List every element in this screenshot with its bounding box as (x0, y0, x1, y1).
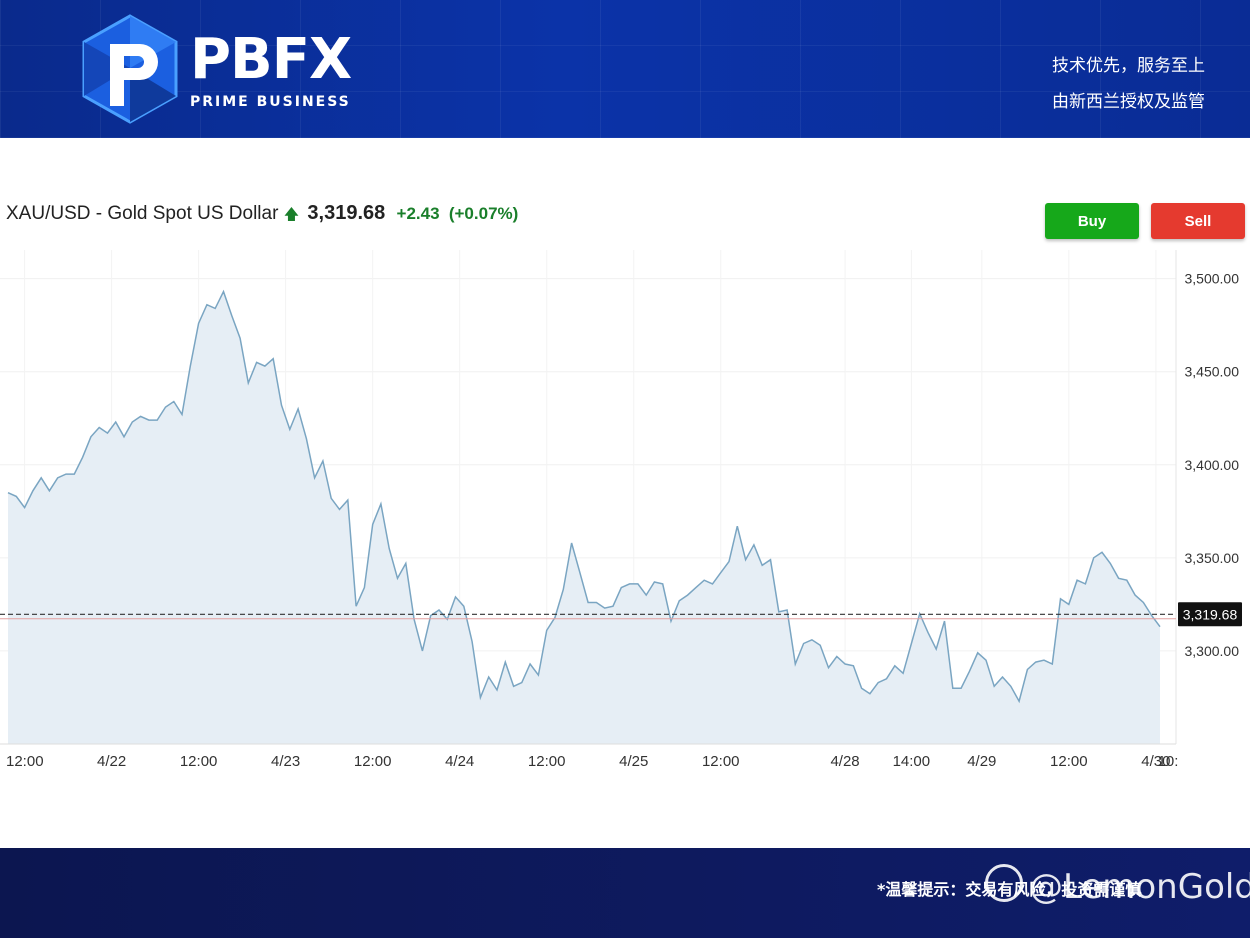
x-tick-label: 12:00 (1050, 753, 1088, 770)
x-axis: 12:00 4/22 12:00 4/23 12:00 4/24 12:00 4/25 12:0… (6, 753, 1178, 770)
x-tick-label: 10: (1158, 753, 1179, 770)
brand-tagline: PRIME BUSINESS (190, 94, 351, 110)
sell-button[interactable]: Sell (1151, 203, 1245, 239)
footer-banner: *温馨提示：交易有风险，投资需谨慎 @LemonGold (0, 848, 1250, 938)
price-line (7, 289, 1161, 704)
slogan-line-1: 技术优先，服务至上 (1052, 56, 1205, 76)
slogan: 技术优先，服务至上 由新西兰授权及监管 (1052, 48, 1205, 120)
watermark-logo-icon (985, 864, 1023, 902)
price-change-percent: (+0.07%) (448, 204, 519, 223)
y-tick-label: 3,300.00 (1185, 643, 1240, 659)
instrument-header: XAU/USD - Gold Spot US Dollar 🡅 3,319.68… (6, 202, 518, 229)
x-tick-label: 12:00 (6, 753, 44, 770)
x-tick-label: 12:00 (528, 753, 566, 770)
x-tick-label: 4/23 (271, 753, 300, 770)
instrument-title: XAU/USD - Gold Spot US Dollar (6, 203, 279, 224)
buy-button[interactable]: Buy (1045, 203, 1139, 239)
price-area-fill (8, 291, 1160, 744)
current-price: 3,319.68 (307, 202, 386, 224)
x-tick-label: 4/29 (967, 753, 996, 770)
y-tick-label: 3,500.00 (1185, 271, 1240, 287)
price-tag-background (1178, 602, 1242, 627)
x-tick-label: 12:00 (702, 753, 740, 770)
up-arrow-icon: 🡅 (283, 206, 300, 223)
price-tag-label: 3,319.68 (1183, 606, 1238, 622)
x-tick-label: 4/24 (445, 753, 474, 770)
slogan-line-2: 由新西兰授权及监管 (1052, 92, 1205, 112)
x-tick-label: 12:00 (180, 753, 218, 770)
y-tick-label: 3,450.00 (1185, 364, 1240, 380)
watermark-text: @LemonGold (1029, 867, 1250, 907)
header-background-pattern (0, 0, 1250, 138)
x-tick-label: 4/22 (97, 753, 126, 770)
x-tick-label: 14:00 (893, 753, 931, 770)
y-tick-label: 3,400.00 (1185, 457, 1240, 473)
x-tick-label: 4/25 (619, 753, 648, 770)
x-tick-label: 4/28 (830, 753, 859, 770)
x-tick-label: 4/30 (1141, 753, 1170, 770)
header-banner: PBFX PRIME BUSINESS 技术优先，服务至上 由新西兰授权及监管 (0, 0, 1250, 138)
price-chart[interactable]: 3,300.00 3,350.00 3,400.00 3,450.00 3,500.00… (0, 250, 1250, 780)
price-change: +2.43 (396, 204, 440, 223)
y-axis: 3,300.00 3,350.00 3,400.00 3,450.00 3,500.00 (1185, 271, 1240, 659)
brand-name: PBFX (190, 27, 352, 92)
y-tick-label: 3,350.00 (1185, 550, 1240, 566)
x-tick-label: 12:00 (354, 753, 392, 770)
pbfx-logo-icon (82, 14, 178, 124)
watermark: @LemonGold (985, 864, 1250, 907)
current-price-tag: 3,319.68 (1178, 602, 1242, 627)
brand: PBFX PRIME BUSINESS (190, 27, 352, 111)
